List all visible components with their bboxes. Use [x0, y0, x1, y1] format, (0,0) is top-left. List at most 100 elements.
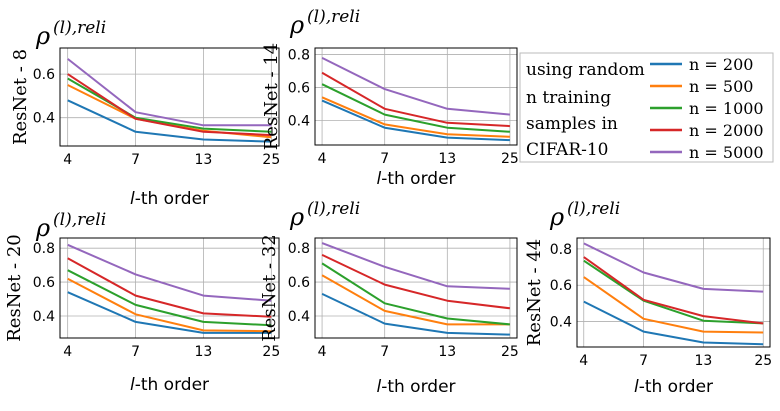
chart-title-superscript: (l),reli — [53, 18, 106, 38]
series-line-n5000 — [67, 243, 272, 302]
x-axis-label: l-th order — [130, 189, 209, 209]
chart-panel: 0.4 0.6 0.8 4 7 13 25 ρ (l),reli ResNet - 32 l-th … — [259, 199, 519, 397]
chart-panel: 0.4 0.6 0.8 4 7 13 25 ρ (l),reli ResNet - 14 l-th … — [261, 7, 519, 189]
series-line-n500 — [67, 277, 272, 333]
x-tick-label: 7 — [380, 151, 389, 167]
chart-title-superscript: (l),reli — [307, 199, 360, 219]
series-line-n2000 — [67, 257, 272, 318]
legend-entry-n500: n = 500 — [689, 77, 753, 96]
x-axis-label-text: -th order — [135, 375, 209, 395]
y-axis-label: ResNet - 32 — [259, 234, 280, 342]
series-line-n2000 — [321, 253, 511, 310]
x-axis-label: l-th order — [634, 377, 713, 397]
y-tick-label: 0.8 — [288, 241, 310, 257]
x-tick-label: 13 — [695, 353, 713, 369]
plot-frame — [576, 237, 771, 348]
series-line-n2000 — [583, 256, 764, 325]
chart-title-superscript: (l),reli — [567, 199, 620, 219]
legend-description-line: CIFAR-10 — [526, 140, 609, 160]
plot-frame — [59, 237, 280, 339]
y-tick-label: 0.6 — [288, 275, 310, 291]
chart-panel: 0.4 0.6 4 7 13 25 ρ (l),reli ResNet - 8 l-th orde… — [10, 18, 280, 209]
series-line-n1000 — [67, 269, 272, 327]
y-tick-label: 0.6 — [550, 278, 572, 294]
legend-entry-n2000: n = 2000 — [689, 121, 764, 140]
x-axis-label-text: -th order — [381, 169, 455, 189]
chart-title: ρ — [289, 203, 304, 231]
y-tick-label: 0.4 — [33, 309, 55, 325]
legend-entry-n5000: n = 5000 — [689, 143, 764, 162]
x-tick-label: 4 — [63, 152, 72, 168]
x-tick-label: 4 — [579, 353, 588, 369]
x-axis-label-text: -th order — [639, 377, 713, 397]
y-tick-label: 0.4 — [288, 309, 310, 325]
chart-title: ρ — [35, 214, 50, 242]
y-axis-label: ResNet - 44 — [524, 239, 545, 347]
plot-frame — [314, 47, 518, 146]
legend-description-line: using random — [526, 60, 645, 80]
x-axis-label: l-th order — [376, 169, 455, 189]
legend-entry-n1000: n = 1000 — [689, 99, 764, 118]
series-line-n1000 — [321, 262, 510, 326]
x-tick-label: 13 — [438, 151, 456, 167]
x-axis-label-text: -th order — [135, 189, 209, 209]
legend-description-line: n training — [526, 88, 611, 108]
x-axis-label-var: l — [634, 377, 639, 397]
series-line-n500 — [583, 276, 764, 334]
chart-panel: 0.4 0.6 0.8 4 7 13 25 ρ (l),reli ResNet - 44 l-th … — [524, 199, 772, 397]
series-line-n5000 — [321, 57, 510, 116]
x-tick-label: 13 — [438, 344, 456, 360]
series-line-n500 — [321, 96, 510, 138]
x-tick-label: 7 — [131, 152, 140, 168]
x-tick-label: 7 — [639, 353, 648, 369]
series-line-n5000 — [67, 58, 272, 127]
x-tick-label: 25 — [501, 151, 519, 167]
series-line-n2000 — [67, 73, 272, 137]
x-tick-label: 4 — [318, 344, 327, 360]
chart-title: ρ — [35, 22, 50, 50]
legend: using random n training samples in CIFAR… — [519, 52, 774, 163]
x-tick-label: 4 — [63, 344, 72, 360]
y-tick-label: 0.4 — [288, 113, 310, 129]
series-line-n200 — [583, 300, 764, 346]
x-axis-label: l-th order — [130, 375, 209, 395]
x-tick-label: 25 — [262, 344, 280, 360]
y-tick-label: 0.4 — [550, 315, 572, 331]
x-axis-label: l-th order — [376, 377, 455, 397]
series-line-n1000 — [67, 77, 272, 133]
x-axis-label-text: -th order — [381, 377, 455, 397]
x-axis-label-var: l — [130, 375, 135, 395]
legend-frame — [519, 52, 774, 163]
y-tick-label: 0.8 — [288, 48, 310, 64]
y-tick-label: 0.6 — [33, 67, 55, 83]
x-axis-label-var: l — [130, 189, 135, 209]
legend-entry-n200: n = 200 — [689, 55, 753, 74]
series-line-n1000 — [321, 83, 510, 133]
series-line-n5000 — [583, 242, 764, 293]
legend-description-line: samples in — [526, 114, 618, 134]
y-axis-label: ResNet - 8 — [10, 49, 31, 145]
plot-frame — [314, 237, 518, 339]
y-tick-label: 0.8 — [33, 241, 55, 257]
x-tick-label: 13 — [195, 152, 213, 168]
series-line-n5000 — [321, 242, 510, 290]
x-axis-label-var: l — [376, 169, 381, 189]
x-axis-label-var: l — [376, 377, 381, 397]
x-tick-label: 4 — [318, 151, 327, 167]
y-tick-label: 0.6 — [33, 275, 55, 291]
x-tick-label: 25 — [262, 152, 280, 168]
x-tick-label: 7 — [380, 344, 389, 360]
x-tick-label: 13 — [195, 344, 213, 360]
x-tick-label: 25 — [754, 353, 772, 369]
chart-title: ρ — [549, 203, 564, 231]
chart-panel: 0.4 0.6 0.8 4 7 13 25 ρ (l),reli ResNet - 20 l-th … — [4, 210, 280, 395]
y-tick-label: 0.8 — [550, 242, 572, 258]
chart-title-superscript: (l),reli — [307, 7, 360, 27]
chart-title-superscript: (l),reli — [53, 210, 106, 230]
series-line-n2000 — [321, 71, 510, 128]
y-axis-label: ResNet - 20 — [4, 234, 25, 342]
plot-frame — [59, 47, 280, 147]
series-line-n200 — [67, 99, 272, 143]
chart-title: ρ — [289, 11, 304, 39]
